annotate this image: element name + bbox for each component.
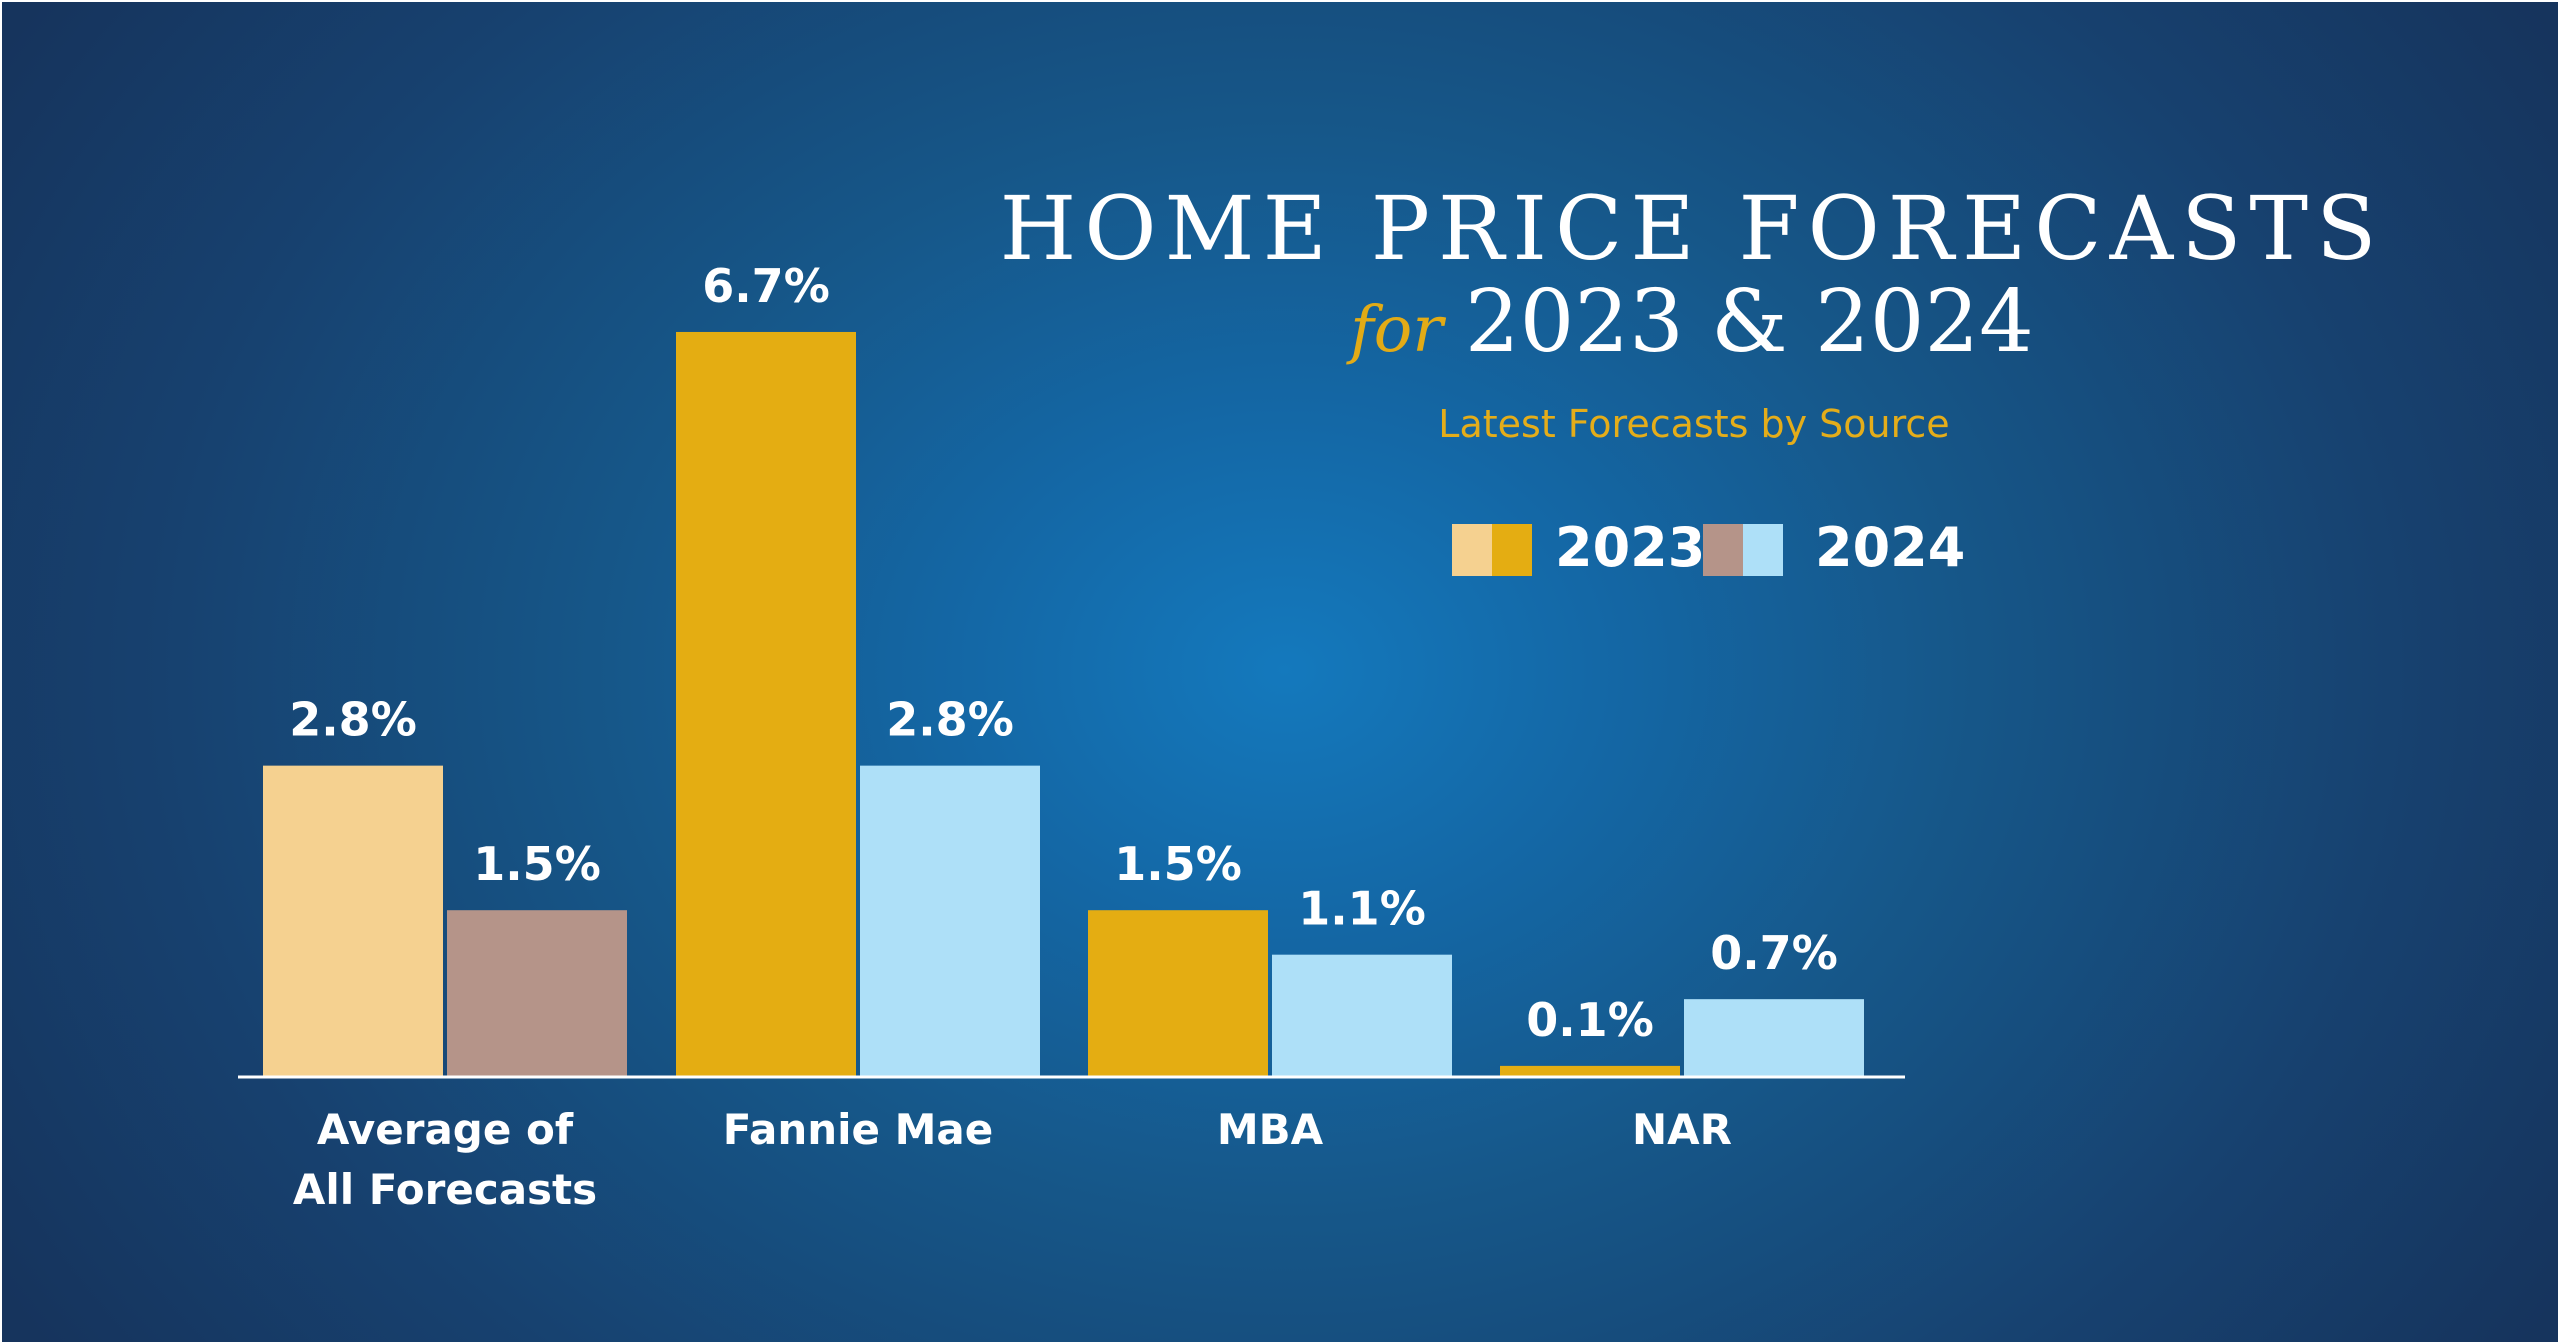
- legend-label-2024: 2024: [1815, 516, 1966, 579]
- category-label-2: MBA: [1217, 1105, 1324, 1154]
- bar-2024-2: [1272, 954, 1452, 1077]
- bar-2024-3: [1684, 999, 1864, 1077]
- data-label-2024-2: 1.1%: [1298, 882, 1426, 936]
- legend-swatch-2024-blue: [1743, 524, 1783, 576]
- legend-swatch-2023-dark: [1492, 524, 1532, 576]
- legend-label-2023: 2023: [1555, 516, 1706, 579]
- data-label-2024-0: 1.5%: [473, 837, 601, 891]
- chart-subtitle: Latest Forecasts by Source: [1438, 402, 1950, 446]
- data-label-2024-1: 2.8%: [886, 693, 1014, 747]
- bar-2024-0: [447, 910, 627, 1077]
- category-label-3: NAR: [1632, 1105, 1732, 1154]
- category-label-0-line0: Average of: [317, 1105, 574, 1154]
- bar-2023-2: [1088, 910, 1268, 1077]
- bar-2023-1: [676, 331, 856, 1078]
- bar-2024-1: [860, 765, 1040, 1077]
- data-label-2023-3: 0.1%: [1526, 993, 1654, 1047]
- title-years-text: 2023 & 2024: [1464, 272, 2034, 372]
- data-label-2023-1: 6.7%: [702, 259, 830, 313]
- title-for-word: for: [1350, 293, 1443, 367]
- legend-swatch-2024-mauve: [1703, 524, 1743, 576]
- data-label-2023-2: 1.5%: [1114, 837, 1242, 891]
- data-label-2024-3: 0.7%: [1710, 926, 1838, 980]
- chart-title: HOME PRICE FORECASTS: [999, 177, 2385, 280]
- category-label-1: Fannie Mae: [723, 1105, 994, 1154]
- legend-swatch-2023-light: [1452, 524, 1492, 576]
- bar-2023-3: [1500, 1065, 1680, 1077]
- data-label-2023-0: 2.8%: [289, 693, 417, 747]
- bar-2023-0: [263, 765, 443, 1077]
- category-label-0-line1: All Forecasts: [293, 1165, 597, 1214]
- chart-title-years: for 2023 & 2024: [2, 272, 2558, 372]
